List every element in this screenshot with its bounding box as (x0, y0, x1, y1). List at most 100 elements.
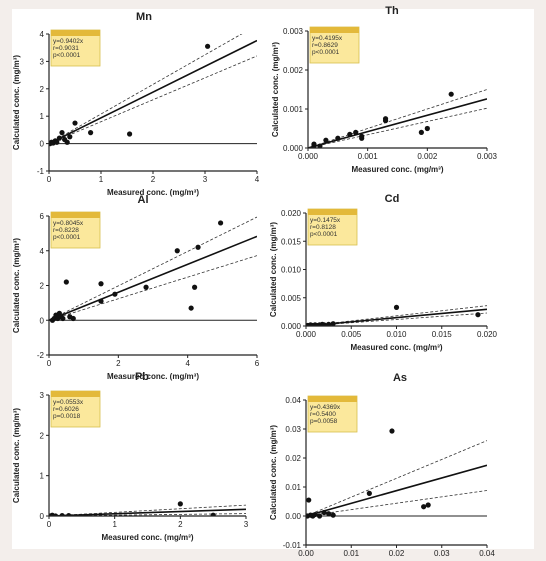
stats-line: r=0.9031 (53, 45, 79, 52)
data-point (127, 131, 133, 137)
plot-area (306, 428, 487, 519)
data-point (425, 502, 431, 508)
confidence-upper-line (306, 440, 487, 517)
y-tick-label: 0.000 (281, 322, 302, 331)
data-point (311, 141, 317, 147)
chart-cd (303, 208, 488, 329)
x-tick-label: 0.000 (298, 152, 319, 161)
data-point (52, 513, 59, 516)
data-point (312, 511, 318, 518)
y-tick-label: 0.02 (285, 454, 301, 463)
y-tick-label: 0.002 (283, 66, 304, 75)
x-axis-label: Measured conc. (mg/m³) (350, 343, 442, 352)
data-point (72, 120, 78, 126)
y-axis-label: Calculated conc. (mg/m³) (269, 222, 278, 317)
stats-box-header (51, 212, 100, 218)
x-axis-label: Measured conc. (mg/m³) (101, 533, 193, 542)
y-axis-label: Calculated conc. (mg/m³) (12, 408, 21, 503)
chart-th (305, 26, 488, 151)
x-axis-label: Measured conc. (mg/m³) (107, 188, 199, 197)
y-axis-label: Calculated conc. (mg/m³) (12, 238, 21, 333)
plot-area (308, 89, 487, 148)
data-point (323, 137, 329, 143)
data-point (366, 490, 372, 496)
y-axis-label: Calculated conc. (mg/m³) (12, 55, 21, 150)
stats-line: p<0.0001 (53, 52, 81, 59)
x-axis-label: Measured conc. (mg/m³) (107, 372, 199, 381)
data-point (321, 322, 327, 326)
plot-area (49, 216, 257, 323)
x-tick-label: 0.010 (386, 330, 407, 339)
data-point (59, 512, 65, 516)
regression-line (49, 508, 246, 516)
data-point (98, 281, 104, 287)
x-tick-label: 0.03 (434, 549, 450, 558)
y-axis-label: Calculated conc. (mg/m³) (269, 425, 278, 520)
y-tick-label: 0.01 (285, 483, 301, 492)
data-point (56, 135, 63, 141)
stats-box-header (51, 30, 100, 36)
y-tick-label: 0.03 (285, 425, 301, 434)
data-point (63, 279, 69, 285)
x-tick-label: 0.005 (341, 330, 362, 339)
stats-line: p<0.0001 (310, 231, 338, 238)
x-tick-label: 4 (255, 175, 260, 184)
y-tick-label: -2 (37, 351, 45, 360)
x-tick-label: 0.002 (417, 152, 438, 161)
regression-line (306, 308, 487, 326)
regression-line (308, 98, 487, 148)
stats-line: r=0.8228 (53, 227, 79, 234)
data-point (112, 291, 118, 297)
confidence-upper-line (308, 89, 487, 148)
x-tick-label: 0.015 (432, 330, 453, 339)
data-point (424, 125, 430, 132)
x-tick-label: 0.001 (358, 152, 379, 161)
stats-line: y=0.4369x (310, 404, 341, 411)
y-tick-label: -0.01 (283, 541, 302, 550)
data-point (353, 129, 359, 135)
data-point (448, 91, 454, 97)
y-tick-label: 0 (40, 512, 45, 521)
data-point (59, 130, 65, 136)
y-tick-label: 4 (40, 30, 45, 39)
x-tick-label: 3 (203, 175, 208, 184)
data-point (54, 139, 60, 145)
x-tick-label: 0.003 (477, 152, 498, 161)
data-point (330, 512, 336, 518)
data-point (88, 130, 94, 136)
x-tick-label: 0.04 (479, 549, 495, 558)
x-tick-label: 2 (116, 359, 121, 368)
confidence-lower-line (49, 255, 257, 321)
data-point (69, 514, 75, 516)
data-point (418, 129, 424, 135)
stats-box-header (310, 27, 359, 33)
y-tick-label: 0 (40, 140, 45, 149)
x-tick-label: 0.020 (477, 330, 498, 339)
data-point (359, 133, 365, 139)
chart-title: As (393, 372, 407, 384)
x-tick-label: 0 (47, 359, 52, 368)
y-tick-label: 0.001 (283, 105, 304, 114)
data-point (218, 220, 224, 226)
y-tick-label: 0.000 (283, 144, 304, 153)
stats-box-header (308, 396, 357, 402)
data-point (382, 116, 389, 122)
data-point (421, 504, 427, 510)
plot-area (306, 304, 487, 326)
data-point (321, 509, 327, 516)
data-point (192, 284, 198, 290)
data-point (143, 284, 149, 290)
data-point (60, 315, 66, 322)
stats-line: p<0.0001 (312, 49, 340, 56)
y-tick-label: 0.003 (283, 27, 304, 36)
x-tick-label: 0 (47, 175, 52, 184)
data-point (177, 501, 183, 507)
confidence-lower-line (308, 107, 487, 148)
data-point (174, 248, 180, 254)
data-point (188, 305, 194, 311)
chart-mn (46, 29, 258, 174)
x-tick-label: 0.000 (296, 330, 317, 339)
chart-title: Cd (385, 193, 400, 205)
